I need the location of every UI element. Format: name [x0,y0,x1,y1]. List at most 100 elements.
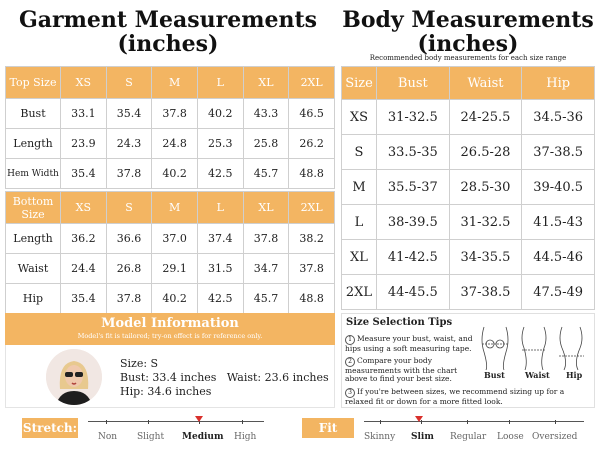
table-cell: 31-32.5 [376,99,450,135]
table-row: XL 41-42.5 34-35.5 44.5-46 [341,239,595,275]
table-row: Hip 35.4 37.8 40.2 42.5 45.7 48.8 [5,283,335,314]
body-header-row: Size Bust Waist Hip [341,66,595,100]
table-header-cell: Bottom Size [5,191,61,224]
table-row: Bust 33.1 35.4 37.8 40.2 43.3 46.5 [5,98,335,129]
figure-label-hip: Hip [566,370,583,380]
table-cell: 33.1 [60,98,107,129]
table-header-cell: 2XL [288,66,335,99]
table-cell: 45.7 [242,283,290,314]
garment-title-line1: Garment Measurements [18,7,318,33]
table-cell: 44-45.5 [376,274,450,310]
table-header-cell: S [105,191,153,224]
table-cell: 34-35.5 [448,239,523,275]
stretch-option: High [234,432,257,442]
table-cell: 34.5-36 [521,99,595,135]
body-size-table: Size Bust Waist Hip XS 31-32.5 24-25.5 3… [341,66,595,310]
table-row: M 35.5-37 28.5-30 39-40.5 [341,169,595,205]
bottom-header-row: Bottom Size XS S M L XL 2XL [5,191,335,224]
fit-tick [555,420,556,424]
fit-option: Loose [497,432,524,442]
table-cell: 39-40.5 [521,169,595,205]
table-header-cell: XL [242,66,290,99]
model-info-title: Model Information [101,316,239,331]
table-cell: XL [341,239,377,275]
table-cell: 31.5 [196,253,244,284]
table-cell: S [341,134,377,170]
model-info-note: Model's fit is tailored; try-on effect i… [77,332,263,340]
fit-tick [380,420,381,424]
fit-option: Skinny [364,432,396,442]
table-cell: 37.8 [105,283,153,314]
stretch-tick [148,420,149,424]
table-cell: 37.0 [151,223,198,254]
table-cell: Length [5,223,61,254]
body-subtitle: Recommended body measurements for each s… [369,54,567,62]
body-title: Body Measurements (inches) [340,8,596,56]
table-cell: 24.3 [105,128,153,159]
table-cell: 42.5 [196,283,244,314]
table-cell: 36.2 [60,223,107,254]
stretch-tick [242,420,243,424]
table-cell: 24.4 [60,253,107,284]
table-cell: Hem Width [5,158,61,189]
table-header-cell: Waist [448,66,523,100]
table-cell: 40.2 [151,158,198,189]
stretch-label: Stretch: [22,418,78,438]
table-cell: 37.8 [151,98,198,129]
top-size-table: Top Size XS S M L XL 2XL Bust 33.1 35.4 … [5,66,335,189]
tip-item: 3 If you're between sizes, we recommend s… [345,387,565,406]
model-photo-icon [46,349,102,405]
table-cell: 40.2 [151,283,198,314]
table-row: Length 36.2 36.6 37.0 37.4 37.8 38.2 [5,223,335,254]
table-cell: 2XL [341,274,377,310]
table-cell: 46.5 [288,98,335,129]
table-header-cell: XS [60,66,107,99]
table-cell: 43.3 [242,98,290,129]
table-cell: 35.5-37 [376,169,450,205]
table-cell: 37-38.5 [448,274,523,310]
model-bust-waist: Bust: 33.4 inches Waist: 23.6 inches [120,371,329,384]
table-cell: Hip [5,283,61,314]
table-cell: 24-25.5 [448,99,523,135]
table-cell: 23.9 [60,128,107,159]
table-row: Hem Width 35.4 37.8 40.2 42.5 45.7 48.8 [5,158,335,189]
tip-item: 1 Measure your bust, waist, and hips usin… [345,334,473,353]
stretch-option-selected: Medium [182,432,224,442]
table-cell: 41.5-43 [521,204,595,240]
table-cell: 25.8 [242,128,290,159]
stretch-tick [199,420,200,424]
fit-type-label: Fit Type: [302,418,354,455]
table-header-cell: L [196,66,244,99]
model-hip: Hip: 34.6 inches [120,385,212,398]
stretch-option: Non [98,432,118,442]
table-cell: 25.3 [196,128,244,159]
table-cell: 40.2 [196,98,244,129]
table-header-cell: S [105,66,153,99]
table-cell: 33.5-35 [376,134,450,170]
table-cell: 26.8 [105,253,153,284]
stretch-marker-icon [195,416,203,422]
table-header-cell: Bust [376,66,450,100]
table-cell: 38.2 [288,223,335,254]
table-cell: 36.6 [105,223,153,254]
table-cell: 24.8 [151,128,198,159]
measurement-figures-icon [481,326,584,371]
tips-title: Size Selection Tips [346,317,453,328]
table-cell: 28.5-30 [448,169,523,205]
tip-item: 2 Compare your body measurements with the… [345,356,458,383]
model-size: Size: S [120,357,159,370]
table-header-cell: 2XL [288,191,335,224]
table-cell: 44.5-46 [521,239,595,275]
table-row: Waist 24.4 26.8 29.1 31.5 34.7 37.8 [5,253,335,284]
table-cell: 37.4 [196,223,244,254]
table-cell: 38-39.5 [376,204,450,240]
table-cell: 41-42.5 [376,239,450,275]
table-header-cell: Top Size [5,66,61,99]
table-cell: 47.5-49 [521,274,595,310]
model-info-panel [5,345,335,408]
garment-title-line2: (inches) [117,31,219,57]
table-cell: 35.4 [60,158,107,189]
table-cell: 48.8 [288,158,335,189]
table-cell: 29.1 [151,253,198,284]
table-cell: 31-32.5 [448,204,523,240]
